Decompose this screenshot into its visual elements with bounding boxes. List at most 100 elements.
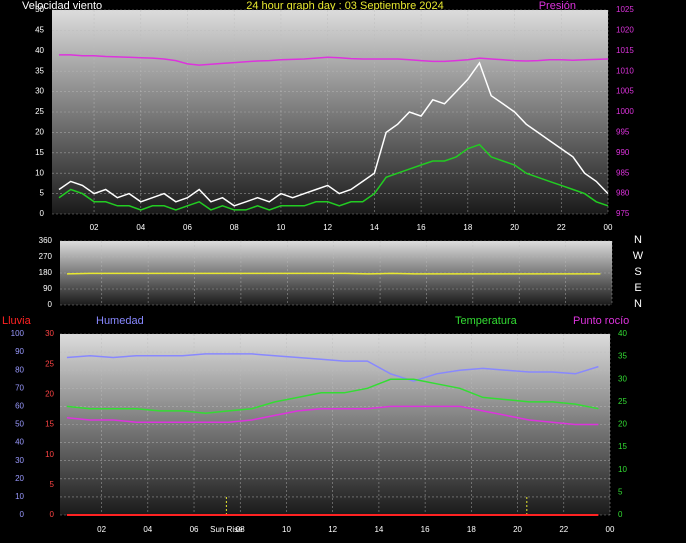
y2-tick-label: 35 xyxy=(618,352,627,361)
x-tick-label: 06 xyxy=(190,525,199,534)
y2-tick-label: 15 xyxy=(618,442,627,451)
y-tick-label: 60 xyxy=(15,402,24,411)
y3-tick-label: 10 xyxy=(45,450,54,459)
y2-tick-label: 40 xyxy=(618,329,627,338)
y2-tick-label: 10 xyxy=(618,465,627,474)
x-tick-label: 00 xyxy=(604,223,613,232)
y3-tick-label: 20 xyxy=(45,389,54,398)
x-tick-label: 18 xyxy=(467,525,476,534)
x-tick-label: 16 xyxy=(421,525,430,534)
x-tick-label: 02 xyxy=(97,525,106,534)
x-tick-label: 22 xyxy=(557,223,566,232)
series-line xyxy=(58,143,609,211)
y-tick-label: 45 xyxy=(35,26,44,35)
x-tick-label: 10 xyxy=(282,525,291,534)
series-line xyxy=(59,54,609,66)
annotation: Sun Rise xyxy=(210,525,243,534)
y-tick-label: 40 xyxy=(35,46,44,55)
y-tick-label: 90 xyxy=(15,347,24,356)
x-tick-label: 12 xyxy=(328,525,337,534)
y-tick-label: 10 xyxy=(15,492,24,501)
y-tick-label: 50 xyxy=(35,5,44,14)
y-tick-label: 270 xyxy=(39,252,53,261)
x-tick-label: 20 xyxy=(510,223,519,232)
y2-tick-label: 0 xyxy=(618,510,623,519)
y2-tick-label: 1025 xyxy=(616,5,634,14)
y-tick-label: 100 xyxy=(11,329,25,338)
y-tick-label: 360 xyxy=(39,236,53,245)
legend-label: Punto rocío xyxy=(573,315,629,327)
y-tick-label: 0 xyxy=(20,510,25,519)
y2-tick-label: 25 xyxy=(618,397,627,406)
axis-label: Presión xyxy=(539,0,576,12)
y-tick-label: 80 xyxy=(15,365,24,374)
x-tick-label: 00 xyxy=(606,525,615,534)
y-tick-label: 50 xyxy=(15,420,24,429)
y2-tick-label: 5 xyxy=(618,487,623,496)
series-line xyxy=(66,272,601,275)
y2-tick-label: 1015 xyxy=(616,46,634,55)
y-tick-label: 0 xyxy=(48,300,53,309)
x-tick-label: 12 xyxy=(323,223,332,232)
y-tick-label: 25 xyxy=(35,107,44,116)
y-tick-label: 15 xyxy=(35,148,44,157)
y2-tick-label: 1020 xyxy=(616,26,634,35)
y2-tick-label: 20 xyxy=(618,420,627,429)
series-line xyxy=(66,378,599,414)
y-tick-label: 30 xyxy=(15,456,24,465)
y2-tick-label: 975 xyxy=(616,209,630,218)
y2-tick-label: 995 xyxy=(616,128,630,137)
compass-label: N xyxy=(634,234,642,246)
x-tick-label: 16 xyxy=(417,223,426,232)
series-line xyxy=(66,405,599,426)
chart-title: 24 hour graph day : 03 Septiembre 2024 xyxy=(246,0,444,12)
x-tick-label: 04 xyxy=(136,223,145,232)
x-tick-label: 20 xyxy=(513,525,522,534)
x-tick-label: 18 xyxy=(463,223,472,232)
x-tick-label: 02 xyxy=(90,223,99,232)
x-tick-label: 14 xyxy=(370,223,379,232)
compass-label: S xyxy=(634,266,641,278)
y2-tick-label: 1005 xyxy=(616,87,634,96)
compass-label: W xyxy=(633,250,644,262)
x-tick-label: 08 xyxy=(230,223,239,232)
y-tick-label: 5 xyxy=(40,189,45,198)
x-tick-label: 08 xyxy=(236,525,245,534)
y2-tick-label: 980 xyxy=(616,189,630,198)
series-line xyxy=(66,353,599,382)
y-tick-label: 30 xyxy=(35,87,44,96)
x-tick-label: 22 xyxy=(559,525,568,534)
x-tick-label: 10 xyxy=(276,223,285,232)
legend-label: Humedad xyxy=(96,315,144,327)
y2-tick-label: 1010 xyxy=(616,66,634,75)
x-tick-label: 14 xyxy=(374,525,383,534)
x-tick-label: 06 xyxy=(183,223,192,232)
y-tick-label: 20 xyxy=(15,474,24,483)
y3-tick-label: 5 xyxy=(50,480,55,489)
y2-tick-label: 30 xyxy=(618,374,627,383)
y-tick-label: 40 xyxy=(15,438,24,447)
y-tick-label: 70 xyxy=(15,383,24,392)
legend-label: Temperatura xyxy=(455,315,518,327)
legend-label: Lluvia xyxy=(2,315,32,327)
series-line xyxy=(58,61,609,207)
y-tick-label: 10 xyxy=(35,168,44,177)
compass-label: N xyxy=(634,298,642,310)
y-tick-label: 0 xyxy=(40,209,45,218)
y2-tick-label: 990 xyxy=(616,148,630,157)
y3-tick-label: 0 xyxy=(50,510,55,519)
y2-tick-label: 1000 xyxy=(616,107,634,116)
y-tick-label: 20 xyxy=(35,128,44,137)
y-tick-label: 90 xyxy=(43,284,52,293)
y3-tick-label: 30 xyxy=(45,329,54,338)
compass-label: E xyxy=(634,282,641,294)
y-tick-label: 35 xyxy=(35,66,44,75)
axis-label: Velocidad viento xyxy=(22,0,102,12)
y3-tick-label: 25 xyxy=(45,359,54,368)
x-tick-label: 04 xyxy=(143,525,152,534)
y-tick-label: 180 xyxy=(39,268,53,277)
plot-area xyxy=(60,334,610,515)
y2-tick-label: 985 xyxy=(616,168,630,177)
y3-tick-label: 15 xyxy=(45,420,54,429)
